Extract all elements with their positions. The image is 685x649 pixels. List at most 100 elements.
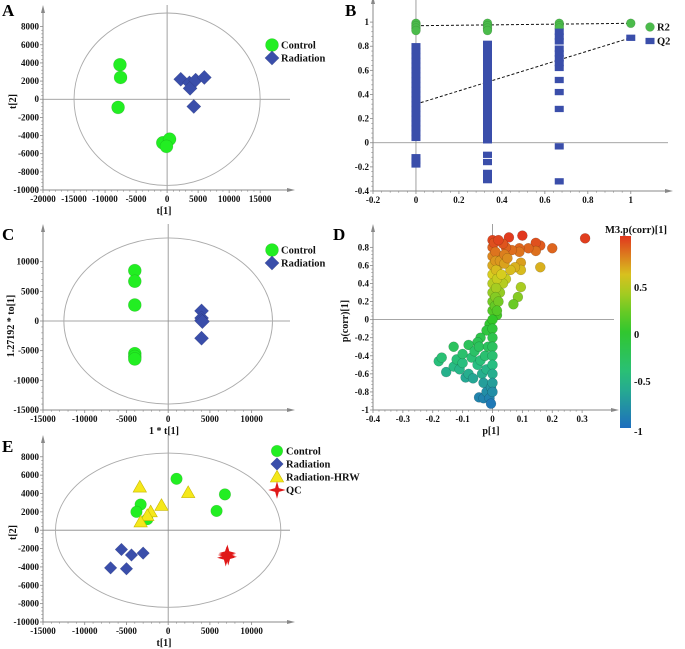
legend-label: Q2 [657, 37, 670, 48]
data-point [496, 269, 507, 280]
legend-marker-radiation-hrw [269, 469, 285, 483]
y-tick-label: -0.4 [355, 186, 370, 196]
x-tick-label: -15000 [30, 414, 56, 424]
data-point [482, 93, 492, 101]
data-point [411, 129, 421, 137]
series-radiation [173, 69, 212, 114]
data-point [411, 134, 421, 142]
data-point [411, 100, 421, 108]
data-point [114, 542, 129, 557]
y-tick-label: 0.4 [358, 89, 370, 99]
colorbar-tick-label: -0.5 [634, 377, 651, 388]
legend-label: Radiation-HRW [286, 473, 360, 484]
data-point [554, 33, 564, 40]
y-tick-label: -6000 [18, 149, 39, 159]
legend-label: R2 [657, 23, 670, 34]
data-point [448, 341, 459, 353]
colorbar-tick-label: 0 [634, 330, 639, 341]
data-point [482, 169, 492, 177]
data-point [132, 479, 147, 493]
x-tick-label: -20000 [30, 194, 56, 204]
data-point [130, 505, 143, 518]
x-tick-label: -5000 [116, 414, 137, 424]
data-point [411, 81, 421, 88]
y-axis-label: t[2] [8, 525, 19, 540]
data-point [505, 264, 516, 276]
data-point [482, 151, 492, 158]
y-tick-label: 0.6 [358, 65, 370, 75]
data-point [411, 52, 421, 60]
x-axis-arrow [665, 189, 673, 193]
series-radiation-hrw [132, 479, 196, 528]
y-tick-label: -0.2 [355, 162, 370, 172]
y-tick-label: 4000 [21, 58, 40, 68]
x-tick-label: 0 [166, 414, 171, 424]
data-point [154, 498, 169, 511]
y-tick-label: -10000 [14, 375, 40, 385]
y-tick-label: -8000 [18, 599, 39, 609]
data-point [482, 103, 492, 110]
data-point [482, 176, 492, 184]
data-point [487, 314, 498, 325]
x-tick-label: 10000 [240, 414, 263, 424]
chart-panel-a: -20000 -15000 -10000 -5000 0 5000 10000 15000-1… [8, 5, 326, 217]
data-point [127, 298, 142, 312]
chart-panel-c: -15000 -10000 -5000 0 5000 10000 -15000 -10000 -… [6, 224, 326, 437]
data-point [411, 62, 421, 69]
trendline-q2 [415, 37, 631, 105]
legend-label: QC [286, 486, 302, 497]
y-tick-label: 0 [365, 315, 370, 325]
data-point [482, 117, 492, 125]
data-point [554, 76, 564, 84]
x-tick-label: 0 [490, 414, 495, 424]
x-tick-label: 0 [166, 626, 171, 636]
data-point [210, 504, 223, 518]
legend-label: Radiation [281, 54, 326, 65]
data-point [411, 86, 421, 93]
data-point [482, 40, 492, 47]
y-tick-label: 0.2 [358, 297, 370, 307]
y-tick-label: 0.2 [358, 114, 370, 124]
y-tick-label: 0.6 [358, 260, 370, 270]
data-point [482, 79, 492, 86]
series-r2 [411, 18, 636, 36]
x-tick-label: 0 [414, 195, 419, 205]
data-point [482, 132, 492, 139]
y-tick-label: 0.8 [358, 41, 370, 51]
y-tick-label: -0.6 [355, 369, 370, 379]
data-point [482, 25, 493, 36]
data-point [579, 233, 591, 244]
y-tick-label: 0 [35, 94, 40, 104]
data-point [411, 157, 421, 164]
panel-label-b: B [345, 1, 356, 20]
x-axis-arrow [287, 188, 295, 192]
x-tick-label: 0.1 [517, 414, 529, 424]
data-point [502, 252, 513, 264]
data-point [411, 125, 421, 132]
y-tick-label: 0.4 [358, 279, 370, 289]
legend-marker-control [270, 444, 284, 458]
y-tick-label: -0.2 [355, 333, 370, 343]
trendline-r2 [415, 22, 631, 27]
y-tick-label: -15000 [14, 405, 40, 415]
data-point [473, 341, 485, 353]
panel-label-c: C [2, 225, 14, 244]
data-point [411, 47, 421, 55]
y-tick-label: -2000 [18, 544, 39, 554]
data-point [482, 113, 492, 120]
series-radiation [103, 542, 150, 576]
data-point [554, 88, 564, 96]
data-point [411, 96, 421, 103]
data-point [411, 161, 421, 168]
data-point [170, 472, 183, 485]
y-tick-label: 0 [365, 138, 370, 148]
data-point [523, 243, 534, 254]
data-point [181, 485, 196, 498]
colorbar: M3.p(corr)[1] 0.5 0 -0.5 -1 [605, 225, 667, 438]
x-tick-label: -10000 [72, 414, 98, 424]
data-point [491, 305, 503, 316]
data-point [554, 55, 564, 62]
data-point [111, 100, 125, 115]
data-point [411, 43, 421, 50]
